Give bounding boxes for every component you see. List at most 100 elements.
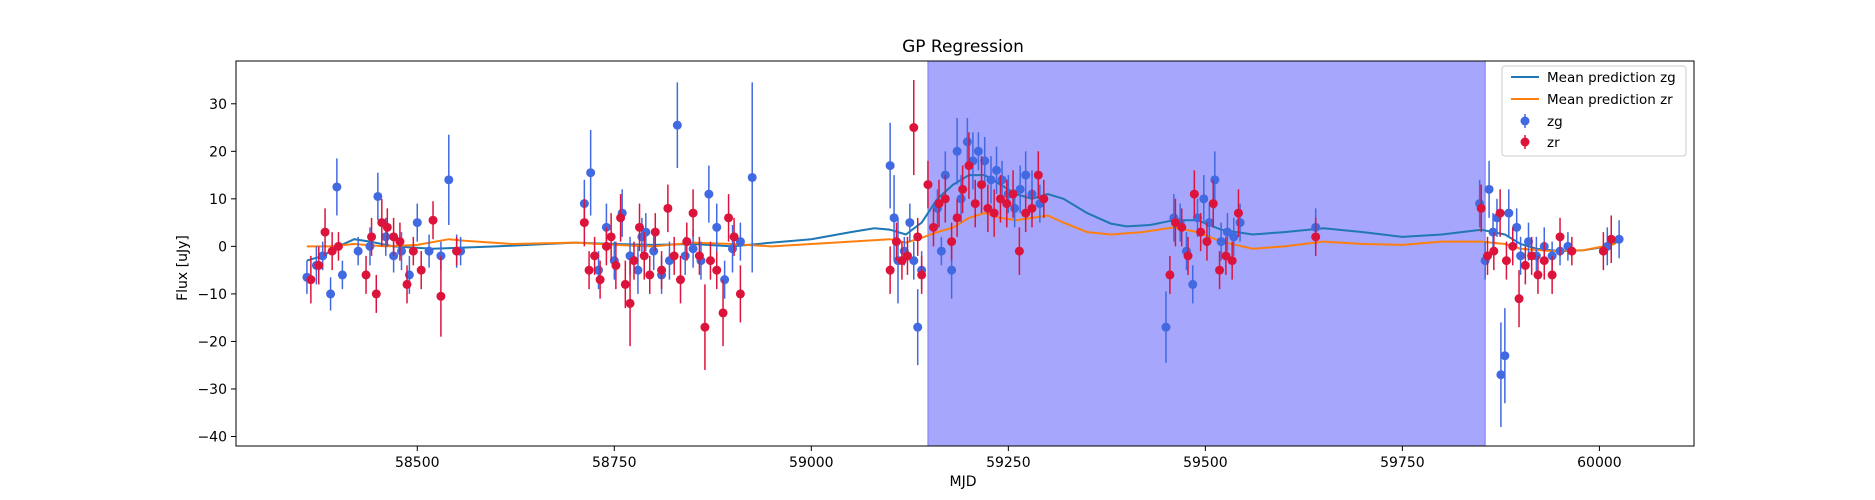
y-axis-label: Flux [uJy]: [175, 235, 191, 301]
data-point-zg: [962, 137, 972, 147]
data-point-zr: [371, 289, 381, 299]
data-point-zg: [1614, 234, 1624, 244]
data-point-zr: [1039, 194, 1049, 204]
y-tick-label: −20: [197, 334, 227, 350]
plot-area: 58500 58750 59000 59250 59500 59750 60000 −40 −3…: [197, 60, 1695, 471]
data-point-zr: [947, 237, 957, 247]
data-point-zr: [367, 232, 377, 242]
data-point-zr: [382, 222, 392, 232]
data-point-zg: [885, 161, 895, 171]
data-point-zr: [1533, 270, 1543, 280]
data-point-zr: [923, 180, 933, 190]
data-point-zg: [909, 256, 919, 266]
data-point-zg: [1484, 184, 1494, 194]
data-point-zg: [1500, 351, 1510, 361]
data-point-zr: [1501, 256, 1511, 266]
data-point-zr: [1539, 256, 1549, 266]
data-point-zg: [1015, 184, 1025, 194]
data-point-zr: [1527, 251, 1537, 261]
data-point-zg: [444, 175, 454, 185]
data-point-zg: [973, 146, 983, 156]
data-point-zr: [428, 215, 438, 225]
data-point-zr: [669, 251, 679, 261]
x-tick-label: 58500: [395, 455, 440, 471]
legend-label-mean-zr: Mean prediction zr: [1547, 92, 1673, 108]
data-point-zr: [705, 256, 715, 266]
data-point-zg: [381, 232, 391, 242]
legend-label-zg: zg: [1547, 114, 1563, 130]
data-point-zg: [986, 175, 996, 185]
y-tick-label: 0: [218, 239, 227, 255]
data-point-zr: [320, 227, 330, 237]
data-point-zr: [452, 246, 462, 256]
data-point-zg: [952, 146, 962, 156]
data-point-zr: [1508, 241, 1518, 251]
data-point-zr: [601, 241, 611, 251]
data-point-zg: [365, 241, 375, 251]
data-point-zr: [1183, 251, 1193, 261]
legend-marker-zr: [1520, 137, 1530, 147]
legend-frame: [1501, 65, 1687, 157]
data-point-zr: [891, 237, 901, 247]
x-tick-label: 59750: [1380, 455, 1425, 471]
data-point-zr: [995, 194, 1005, 204]
data-point-zg: [704, 189, 714, 199]
plot-content: [302, 61, 1624, 446]
y-tick-label: −30: [197, 382, 227, 398]
data-point-zr: [1555, 232, 1565, 242]
x-tick-label: 59000: [789, 455, 834, 471]
data-point-zr: [1547, 270, 1557, 280]
data-point-zr: [611, 260, 621, 270]
data-point-zg: [318, 251, 328, 261]
legend-marker-zg: [1520, 116, 1530, 126]
data-point-zr: [958, 184, 968, 194]
y-tick-label: −10: [197, 287, 227, 303]
data-point-zg: [1496, 370, 1506, 380]
data-point-zr: [657, 265, 667, 275]
data-point-zr: [306, 275, 316, 285]
data-point-zr: [416, 265, 426, 275]
y-tick-label: 20: [209, 144, 227, 160]
data-point-zr: [1606, 234, 1616, 244]
data-point-zr: [408, 246, 418, 256]
data-point-zg: [1021, 170, 1031, 180]
data-point-zr: [1008, 189, 1018, 199]
data-point-zg: [1229, 232, 1239, 242]
data-point-zr: [913, 232, 923, 242]
data-point-zr: [1202, 237, 1212, 247]
data-point-zr: [1233, 208, 1243, 218]
axes-frame: [235, 60, 1695, 447]
data-point-zr: [688, 208, 698, 218]
data-point-zr: [729, 232, 739, 242]
data-point-zr: [1033, 170, 1043, 180]
data-point-zr: [590, 251, 600, 261]
legend-label-zr: zr: [1547, 135, 1560, 151]
data-point-zr: [625, 298, 635, 308]
data-point-zr: [700, 322, 710, 332]
data-point-zg: [992, 165, 1002, 175]
data-point-zg: [1488, 227, 1498, 237]
data-point-zr: [964, 161, 974, 171]
data-point-zg: [980, 156, 990, 166]
data-point-zr: [1311, 232, 1321, 242]
data-point-zg: [747, 172, 757, 182]
data-point-zg: [326, 289, 336, 299]
data-point-zr: [1221, 251, 1231, 261]
data-point-zr: [917, 270, 927, 280]
data-point-zg: [735, 237, 745, 247]
data-point-zg: [633, 265, 643, 275]
data-point-zr: [579, 218, 589, 228]
data-point-zr: [970, 199, 980, 209]
data-point-zr: [977, 180, 987, 190]
data-point-zg: [1010, 203, 1020, 213]
data-point-zr: [327, 246, 337, 256]
data-point-zr: [1495, 208, 1505, 218]
data-point-zr: [1021, 208, 1031, 218]
data-point-zg: [1199, 194, 1209, 204]
data-point-zr: [1483, 251, 1493, 261]
data-point-zr: [1227, 256, 1237, 266]
data-point-zg: [688, 244, 698, 254]
data-point-zr: [712, 265, 722, 275]
data-point-zg: [997, 175, 1007, 185]
